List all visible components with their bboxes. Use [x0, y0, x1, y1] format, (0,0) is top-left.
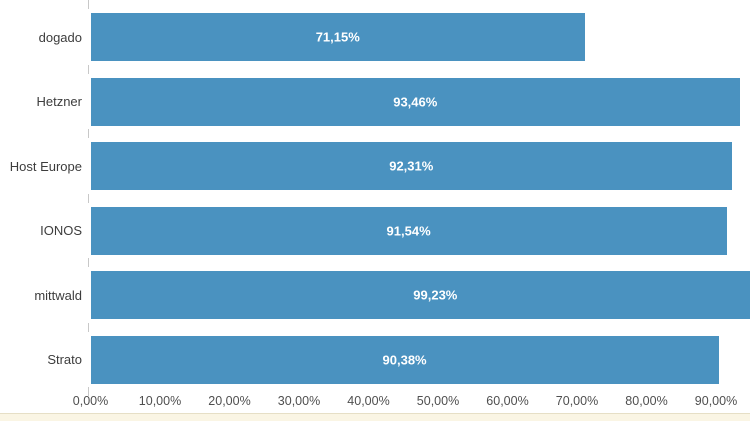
x-axis-tick-label: 80,00%: [625, 394, 668, 408]
x-axis-tick-label: 60,00%: [486, 394, 529, 408]
bar-row: dogado 71,15%: [0, 13, 750, 61]
bar-row: IONOS 91,54%: [0, 206, 750, 255]
bar: [90, 335, 719, 384]
x-axis-tick-label: 0,00%: [72, 394, 109, 408]
category-label: Strato: [47, 352, 82, 367]
bar-row: Strato 90,38%: [0, 335, 750, 384]
bar-value-label: 93,46%: [393, 94, 438, 109]
bar-row: Host Europe 92,31%: [0, 142, 750, 190]
bar: [90, 77, 741, 126]
bar: [90, 271, 750, 319]
bar: [90, 13, 585, 61]
category-label: IONOS: [40, 223, 82, 238]
x-axis-tick-label: 90,00%: [694, 394, 738, 408]
x-axis-tick-label: 40,00%: [347, 394, 390, 408]
bar: [90, 206, 727, 255]
x-axis-tick-label: 70,00%: [555, 394, 599, 408]
bar-value-label: 90,38%: [382, 352, 427, 367]
x-axis-tick-label: 10,00%: [138, 394, 182, 408]
bar-row: mittwald 99,23%: [0, 271, 750, 319]
x-axis-tick-label: 20,00%: [208, 394, 251, 408]
category-label: Host Europe: [9, 158, 82, 174]
bar-value-label: 71,15%: [315, 29, 360, 45]
category-label: dogado: [38, 29, 82, 45]
x-axis-tick-label: 30,00%: [277, 394, 321, 408]
category-label: mittwald: [34, 287, 82, 303]
footer-strip: [0, 413, 750, 421]
plot-area: dogado 71,15% Hetzner 93,46% Host Europe 92,3…: [0, 13, 750, 384]
bar-value-label: 99,23%: [413, 287, 458, 303]
category-label: Hetzner: [36, 94, 82, 109]
bar: [90, 142, 733, 190]
bar-value-label: 92,31%: [389, 158, 434, 174]
bar-row: Hetzner 93,46%: [0, 77, 750, 126]
x-axis-tick-label: 50,00%: [416, 394, 460, 408]
bar-value-label: 91,54%: [386, 223, 431, 238]
